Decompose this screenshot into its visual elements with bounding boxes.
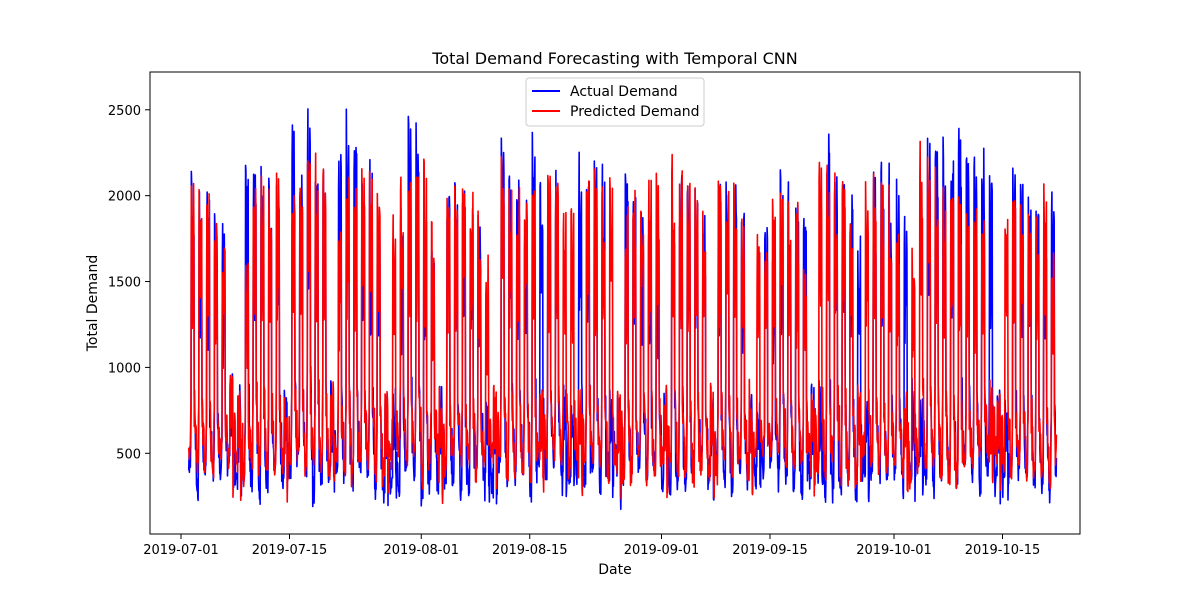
legend-label-predicted: Predicted Demand [570, 104, 700, 120]
x-axis: 2019-07-01 2019-07-15 2019-08-01 2019-08-15… [143, 534, 1040, 558]
x-axis-label: Date [598, 562, 631, 578]
legend-box [525, 77, 705, 127]
plot-frame [149, 71, 1081, 535]
y-tick-label: 2000 [108, 190, 141, 205]
x-tick-label: 2019-08-15 [492, 543, 568, 558]
chart-title: Total Demand Forecasting with Temporal C… [431, 49, 797, 68]
legend-label-actual: Actual Demand [570, 84, 678, 100]
x-tick-label: 2019-09-15 [732, 543, 808, 558]
y-axis-label: Total Demand [85, 255, 101, 353]
x-tick-label: 2019-10-15 [965, 543, 1041, 558]
plot-lines [187, 108, 1058, 511]
y-axis: 500 1000 1500 2000 2500 [108, 104, 150, 462]
y-tick-label: 2500 [108, 104, 141, 119]
x-tick-label: 2019-08-01 [383, 543, 459, 558]
y-tick-label: 1000 [108, 361, 141, 376]
series-line-predicted-demand [187, 140, 1058, 505]
x-tick-label: 2019-10-01 [856, 543, 932, 558]
x-tick-label: 2019-07-01 [143, 543, 219, 558]
y-tick-label: 1500 [108, 276, 141, 291]
x-tick-label: 2019-07-15 [252, 543, 328, 558]
y-tick-label: 500 [116, 447, 141, 462]
x-tick-label: 2019-09-01 [624, 543, 700, 558]
legend: Actual Demand Predicted Demand [525, 77, 705, 127]
